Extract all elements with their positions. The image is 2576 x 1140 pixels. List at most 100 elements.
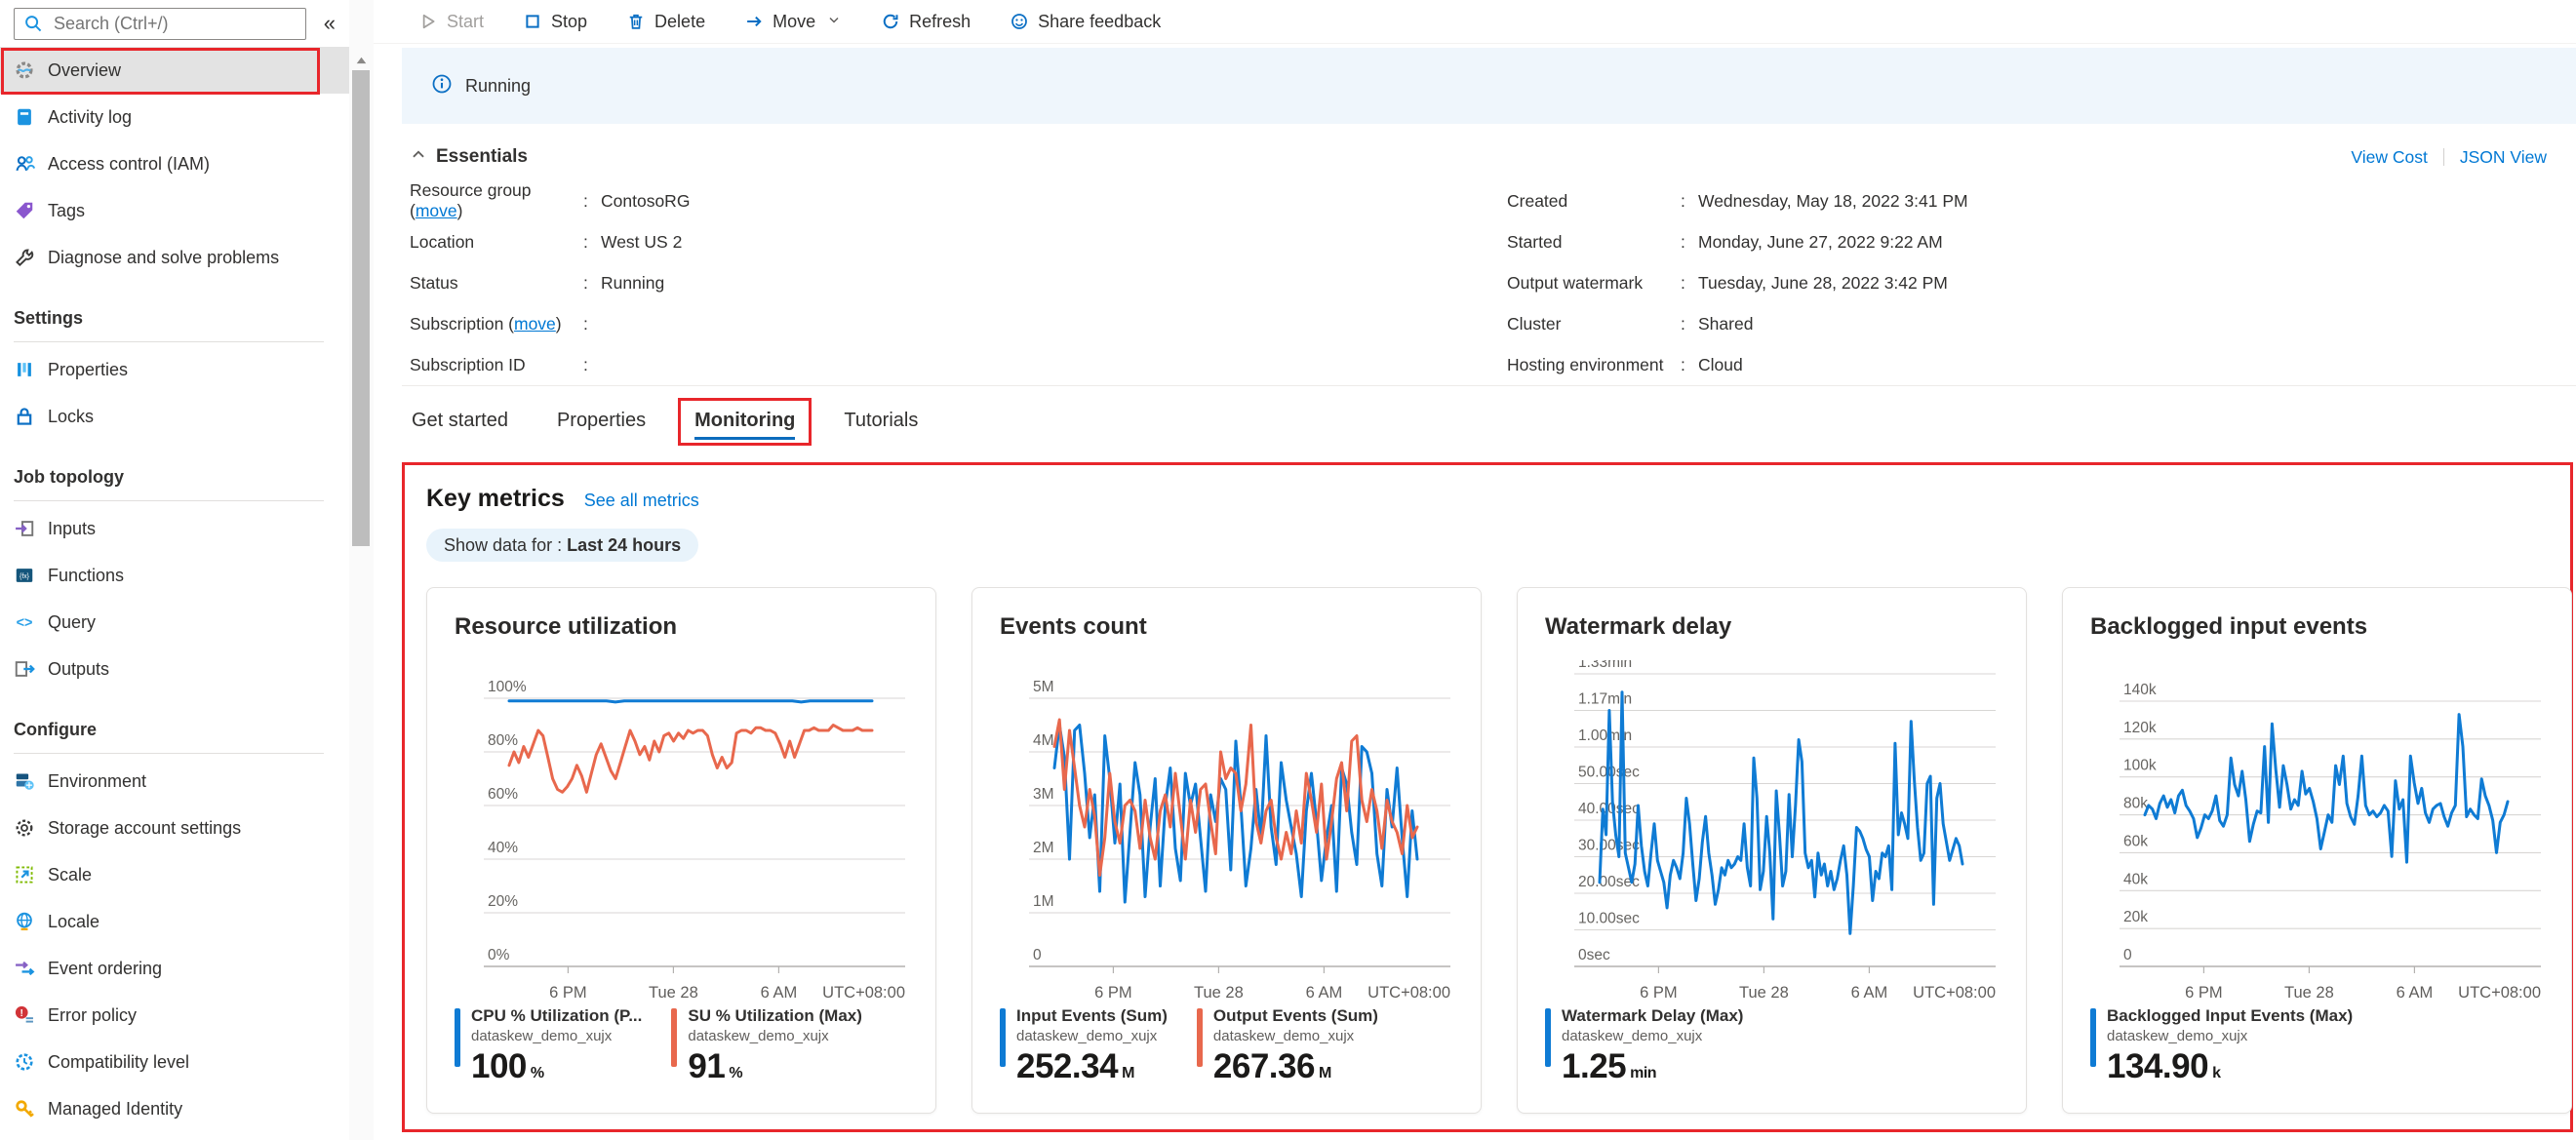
sidebar-item-label: Storage account settings	[48, 817, 242, 838]
svg-text:140k: 140k	[2123, 682, 2157, 698]
sidebar-item-functions[interactable]: {fx} Functions	[0, 552, 349, 599]
sidebar-item-label: Managed Identity	[48, 1098, 183, 1119]
colon: :	[583, 272, 588, 293]
divider	[14, 500, 324, 501]
move-link[interactable]: move	[415, 201, 457, 220]
share-feedback-button[interactable]: Share feedback	[1010, 12, 1161, 32]
sidebar-item-label: Query	[48, 611, 97, 632]
field-value: Cloud	[1698, 354, 1743, 374]
svg-text:Tue 28: Tue 28	[649, 984, 698, 1002]
sidebar-item-label: Functions	[48, 565, 125, 585]
essentials-row-cluster: Cluster: Shared	[1507, 303, 2547, 344]
divider	[14, 341, 324, 342]
scroll-up-icon[interactable]	[353, 53, 370, 66]
start-button[interactable]: Start	[418, 12, 484, 32]
sidebar-item-activity-log[interactable]: Activity log	[0, 94, 349, 140]
feedback-icon	[1010, 12, 1029, 31]
sidebar-item-error-policy[interactable]: ! Error policy	[0, 992, 349, 1039]
sidebar-item-environment[interactable]: Environment	[0, 758, 349, 805]
metric-chart: 140k 120k 100k 80k 60k 40k 20k 0 6 PM Tue 28 6 AM U…	[2120, 682, 2541, 1002]
search-box[interactable]	[14, 7, 306, 40]
sidebar-item-properties[interactable]: Properties	[0, 346, 349, 393]
outputs-icon	[14, 658, 35, 680]
sidebar-item-event-ordering[interactable]: Event ordering	[0, 945, 349, 992]
tab-monitoring[interactable]: Monitoring	[678, 397, 812, 450]
svg-text:UTC+08:00: UTC+08:00	[1913, 984, 1996, 1002]
environment-icon	[14, 770, 35, 792]
sidebar-item-managed-identity[interactable]: Managed Identity	[0, 1085, 349, 1132]
search-input[interactable]	[52, 12, 297, 35]
metric-chart: 5M 4M 3M 2M 1M 0 6 PM Tue 28 6 AM UTC+08:00	[1029, 679, 1450, 1002]
legend-text: CPU % Utilization (P... dataskew_demo_xuj…	[471, 1005, 642, 1086]
metric-card-backlogged-input-events: Backlogged input events 140k 120k 100k 80k 60…	[2062, 587, 2572, 1114]
svg-text:0sec: 0sec	[1578, 947, 1610, 963]
sidebar-item-locks[interactable]: Locks	[0, 393, 349, 440]
scrollbar-thumb[interactable]	[352, 70, 370, 546]
metric-card-events-count: Events count 5M 4M 3M 2M 1M 0 6 PM Tue 28 6 AM UTC…	[971, 587, 1482, 1114]
sidebar-collapse-button[interactable]: «	[323, 11, 336, 35]
field-label: Hosting environment	[1507, 354, 1664, 374]
field-label: Subscription ID	[410, 354, 526, 374]
sidebar-item-locale[interactable]: Locale	[0, 898, 349, 945]
view-cost-link[interactable]: View Cost	[2351, 146, 2428, 167]
svg-text:40%: 40%	[488, 840, 518, 856]
status-banner: Running	[402, 48, 2576, 124]
svg-text:40k: 40k	[2123, 871, 2148, 887]
refresh-button[interactable]: Refresh	[881, 12, 971, 32]
sidebar-item-diagnose-and-solve-problems[interactable]: Diagnose and solve problems	[0, 234, 349, 281]
diagnose-icon	[14, 247, 35, 268]
svg-text:60k: 60k	[2123, 833, 2148, 849]
sidebar-section: Configure Environment Storage account sett…	[0, 706, 349, 1132]
legend-text: Output Events (Sum) dataskew_demo_xujx 267…	[1213, 1005, 1378, 1086]
legend-text: Watermark Delay (Max) dataskew_demo_xujx 1…	[1562, 1005, 1743, 1086]
legend-metric-name: CPU % Utilization (P...	[471, 1006, 643, 1025]
sidebar-item-storage-account-settings[interactable]: Storage account settings	[0, 805, 349, 851]
sidebar-item-access-control-iam[interactable]: Access control (IAM)	[0, 140, 349, 187]
tab-properties[interactable]: Properties	[555, 400, 648, 450]
main-content: Start Stop Delete Move Refresh Share feedback…	[374, 0, 2576, 1140]
move-link[interactable]: move	[514, 313, 556, 334]
tab-get-started[interactable]: Get started	[410, 400, 510, 450]
svg-text:5M: 5M	[1033, 679, 1054, 695]
sidebar-item-outputs[interactable]: Outputs	[0, 646, 349, 692]
sidebar-item-overview[interactable]: Overview	[0, 47, 349, 95]
svg-text:80k: 80k	[2123, 796, 2148, 812]
sidebar-item-query[interactable]: <> Query	[0, 599, 349, 646]
start-icon	[418, 12, 438, 31]
essentials-row-output-watermark: Output watermark: Tuesday, June 28, 2022 …	[1507, 262, 2547, 303]
svg-text:1M: 1M	[1033, 893, 1054, 910]
json-view-link[interactable]: JSON View	[2459, 146, 2547, 167]
sidebar-item-tags[interactable]: Tags	[0, 187, 349, 234]
essentials-left-column: Resource group (move): ContosoRG Location:…	[410, 180, 1507, 385]
sidebar-item-scale[interactable]: Scale	[0, 851, 349, 898]
legend-resource-name: dataskew_demo_xujx	[471, 1028, 613, 1045]
chevron-down-icon	[826, 12, 842, 32]
move-button[interactable]: Move	[744, 12, 842, 32]
svg-text:20%: 20%	[488, 893, 518, 910]
tab-tutorials[interactable]: Tutorials	[842, 400, 920, 450]
svg-text:UTC+08:00: UTC+08:00	[2458, 984, 2541, 1002]
see-all-metrics-link[interactable]: See all metrics	[583, 491, 699, 510]
stop-button[interactable]: Stop	[523, 12, 587, 32]
svg-text:0: 0	[2123, 947, 2132, 963]
field-value: West US 2	[601, 231, 683, 252]
essentials-toggle[interactable]: Essentials	[410, 145, 528, 169]
svg-text:3M: 3M	[1033, 786, 1054, 803]
legend-value: 134.90 k	[2107, 1047, 2221, 1086]
svg-text:0%: 0%	[488, 947, 510, 963]
sidebar-item-inputs[interactable]: Inputs	[0, 505, 349, 552]
colon: :	[583, 354, 588, 374]
sidebar-scrollbar[interactable]	[349, 0, 374, 1140]
svg-text:<>: <>	[17, 615, 33, 631]
locks-icon	[14, 406, 35, 427]
delete-button[interactable]: Delete	[626, 12, 705, 32]
sidebar-item-label: Error policy	[48, 1004, 138, 1025]
svg-text:1.17min: 1.17min	[1578, 691, 1632, 708]
legend-unit: k	[2212, 1065, 2221, 1082]
sidebar-section-header-job-topology: Job topology	[14, 466, 124, 487]
refresh-icon	[881, 12, 900, 31]
sidebar-item-label: Overview	[48, 59, 122, 80]
show-data-for-pill[interactable]: Show data for : Last 24 hours	[426, 529, 699, 562]
sidebar-item-compatibility-level[interactable]: Compatibility level	[0, 1039, 349, 1085]
command-bar: Start Stop Delete Move Refresh Share feedback	[374, 0, 2576, 44]
